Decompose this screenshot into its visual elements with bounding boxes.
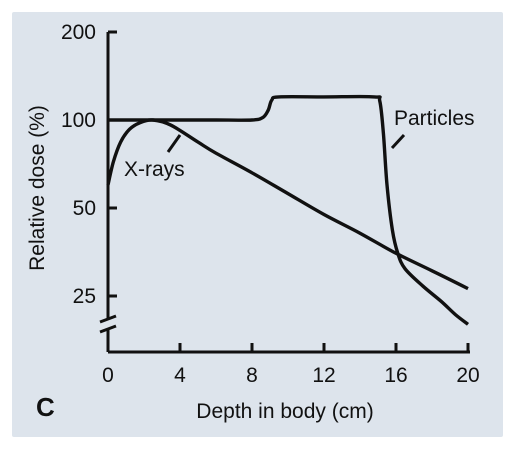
ticks: 25 50 100 200 0 4 8 12 16 20: [61, 21, 480, 387]
particles-label: Particles: [394, 107, 475, 130]
x-tick-label: 12: [312, 364, 335, 387]
x-tick-label: 8: [246, 364, 258, 387]
x-tick-label: 20: [456, 364, 479, 387]
y-tick-label: 25: [73, 285, 96, 308]
y-tick-label: 200: [61, 21, 96, 44]
panel-label: C: [36, 392, 55, 422]
axis-break-mark: [99, 314, 117, 334]
x-rays-leader-line: [166, 134, 182, 153]
particles-curve: [108, 94, 470, 326]
y-tick-label: 50: [73, 197, 96, 220]
annotations: X-rays Particles: [124, 107, 475, 181]
y-tick-label: 100: [61, 109, 96, 132]
series-layer: [106, 94, 470, 326]
axes: [99, 32, 470, 354]
x-rays-label: X-rays: [124, 158, 185, 181]
x-tick-label: 4: [174, 364, 186, 387]
particles-leader-line: [390, 133, 406, 150]
x-tick-label: 0: [102, 364, 114, 387]
y-axis-title: Relative dose (%): [26, 105, 49, 271]
x-axis-title: Depth in body (cm): [196, 400, 373, 423]
x-rays-curve: [106, 118, 469, 291]
x-tick-label: 16: [384, 364, 407, 387]
figure-panel: [12, 12, 503, 437]
